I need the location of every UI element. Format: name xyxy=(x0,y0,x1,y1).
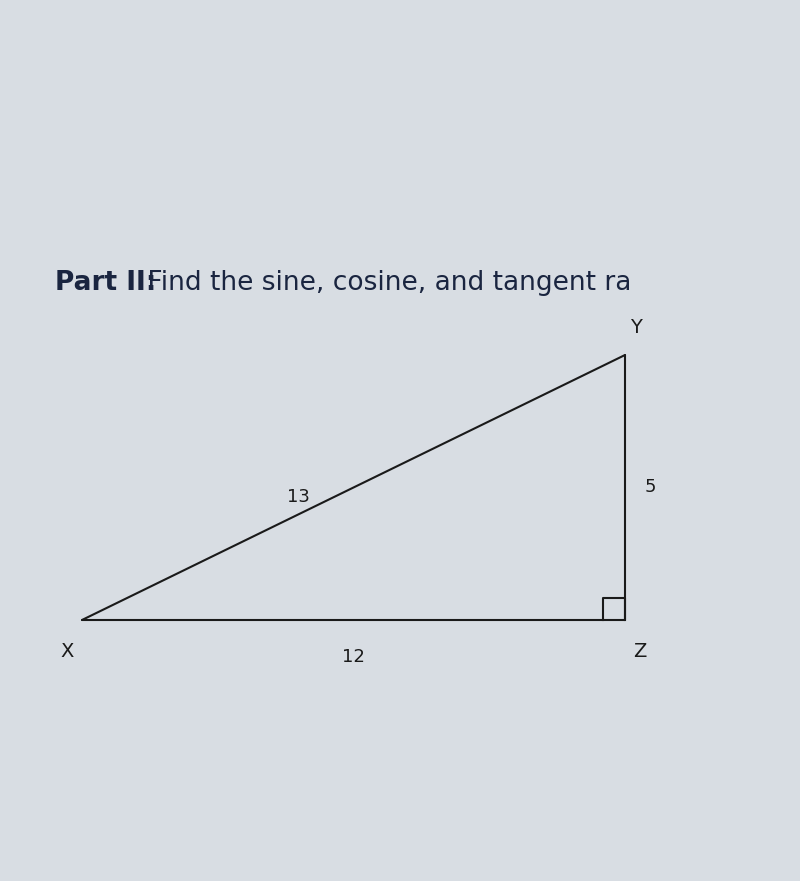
Text: Part II:: Part II: xyxy=(55,270,156,296)
Text: Y: Y xyxy=(630,318,642,337)
Text: 12: 12 xyxy=(342,648,365,666)
Text: X: X xyxy=(61,642,74,661)
Text: 5: 5 xyxy=(645,478,657,497)
Text: 13: 13 xyxy=(287,488,310,507)
Text: Find the sine, cosine, and tangent ra: Find the sine, cosine, and tangent ra xyxy=(139,270,631,296)
Text: Z: Z xyxy=(633,642,646,661)
